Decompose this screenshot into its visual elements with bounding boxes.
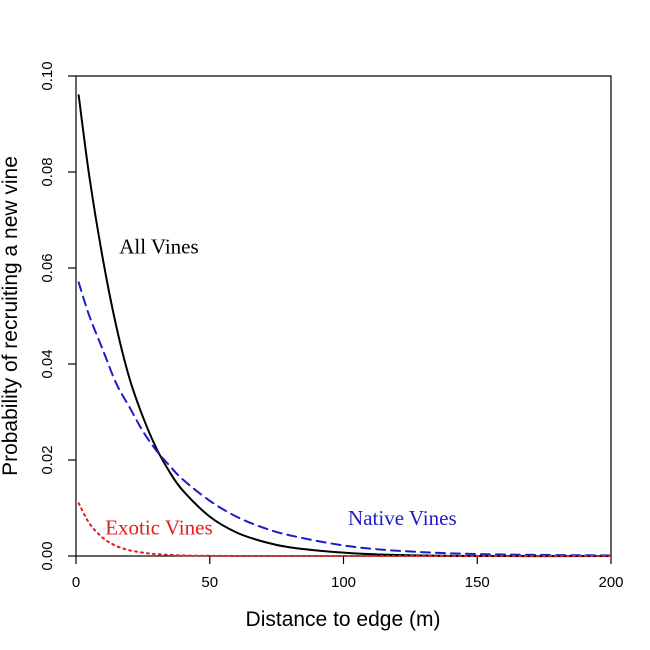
annotation-layer: All Vines Native Vines Exotic Vines	[105, 235, 456, 540]
x-tick-label: 50	[201, 574, 218, 591]
series-line-all-vines	[77, 94, 612, 558]
y-axis: 0.00 0.02 0.04 0.06 0.08 0.10	[39, 61, 76, 571]
y-tick-label: 0.06	[39, 253, 56, 282]
series-line-exotic-vines	[77, 502, 612, 558]
y-tick-label: 0.00	[39, 541, 56, 570]
x-tick-label: 100	[331, 574, 356, 591]
y-tick-label: 0.02	[39, 445, 56, 474]
x-axis: 0 50 100 150 200	[72, 556, 624, 591]
y-axis-title: Probability of recruiting a new vine	[0, 156, 22, 476]
curve-label-all-vines: All Vines	[119, 235, 198, 259]
curve-label-native-vines: Native Vines	[348, 506, 457, 530]
series-line-native-vines	[77, 281, 612, 557]
y-tick-label: 0.04	[39, 349, 56, 378]
y-tick-label: 0.10	[39, 61, 56, 90]
x-tick-label: 0	[72, 574, 80, 591]
y-tick-label: 0.08	[39, 157, 56, 186]
x-tick-label: 150	[465, 574, 490, 591]
series-layer	[77, 94, 612, 558]
plot-frame	[75, 75, 612, 557]
x-tick-label: 200	[598, 574, 623, 591]
x-axis-title: Distance to edge (m)	[246, 608, 441, 631]
curve-label-exotic-vines: Exotic Vines	[105, 515, 212, 539]
